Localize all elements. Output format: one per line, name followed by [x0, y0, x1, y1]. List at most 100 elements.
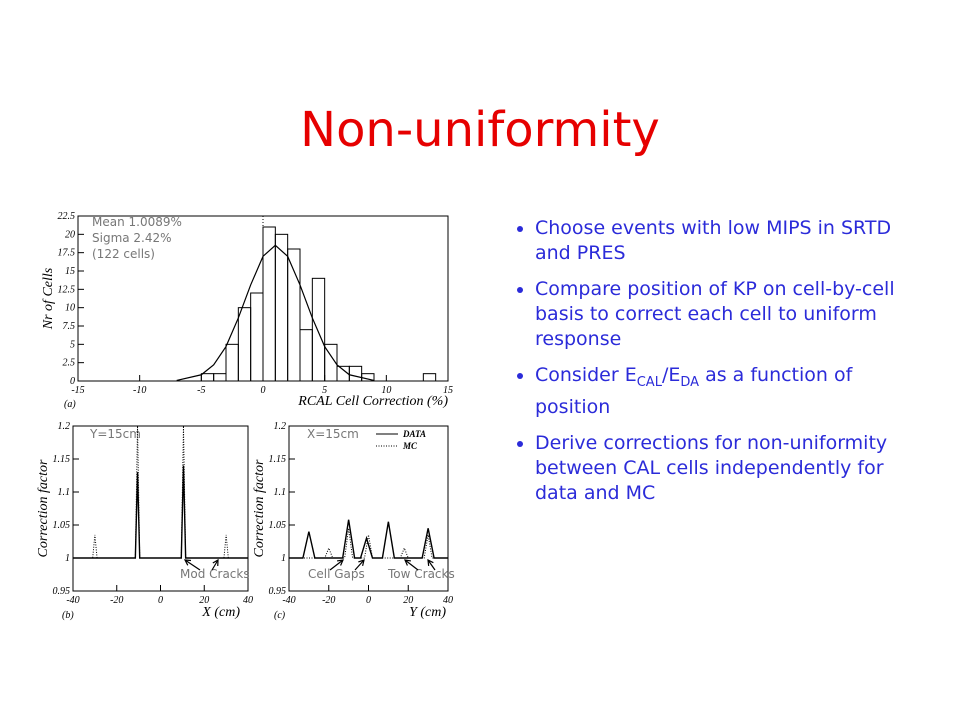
y-tick-label: 22.5 — [58, 211, 76, 222]
subscript: CAL — [636, 374, 662, 390]
y-tick-label: 10 — [65, 303, 75, 314]
arrow — [427, 559, 436, 571]
x-tick-label: 15 — [443, 385, 453, 396]
arrow-head — [183, 559, 192, 566]
arrow — [211, 559, 219, 571]
y-tick-label: 1.15 — [53, 454, 71, 465]
histogram-bar — [422, 373, 437, 382]
y-tick-label: 1 — [65, 553, 70, 564]
x-tick-label: -15 — [71, 385, 84, 396]
histogram-bar — [274, 233, 289, 382]
y-tick-label: 1.1 — [58, 487, 71, 498]
annotation: Mod Cracks — [180, 567, 250, 581]
histogram-bar — [250, 292, 264, 382]
arrow-head — [427, 558, 434, 567]
y-axis-label: Correction factor — [36, 459, 51, 557]
y-tick-label: 1.1 — [274, 487, 287, 498]
series-line — [73, 465, 248, 559]
histogram-bar — [299, 329, 313, 382]
arrow-head — [212, 558, 219, 567]
y-tick-label: 1.2 — [274, 421, 287, 432]
y-tick-label: 0.95 — [53, 586, 71, 597]
fit-curve — [176, 244, 375, 381]
x-tick-label: 20 — [403, 595, 413, 606]
annotation: Cell Gaps — [308, 567, 365, 581]
y-tick-label: 1 — [281, 553, 286, 564]
y-tick-label: 1.05 — [269, 520, 287, 531]
histogram-bar — [213, 373, 227, 382]
y-tick-label: 15 — [65, 266, 75, 277]
y-tick-label: 5 — [70, 339, 75, 350]
arrow-head — [336, 559, 344, 566]
y-tick-label: 2.5 — [63, 358, 76, 369]
x-tick-label: 40 — [243, 595, 253, 606]
x-tick-label: 20 — [199, 595, 209, 606]
annotation: (122 cells) — [92, 247, 155, 261]
text: /E — [661, 364, 681, 386]
annotation: Y=15cm — [89, 427, 141, 441]
x-tick-label: -40 — [66, 595, 79, 606]
legend-label: DATA — [402, 429, 426, 439]
y-tick-label: 0 — [70, 376, 75, 387]
x-axis-label: X (cm) — [201, 605, 240, 620]
arrow — [184, 559, 201, 571]
arrow-head — [404, 559, 412, 566]
x-axis-label: Y (cm) — [409, 605, 446, 620]
y-tick-label: 1.15 — [269, 454, 287, 465]
x-tick-label: -40 — [282, 595, 295, 606]
x-tick-label: 5 — [322, 385, 327, 396]
y-axis-label: Correction factor — [252, 459, 267, 557]
bullet: Choose events with low MIPS in SRTD and … — [535, 216, 915, 266]
x-tick-label: 40 — [443, 595, 453, 606]
x-tick-label: -20 — [322, 595, 335, 606]
bullet: Compare position of KP on cell-by-cell b… — [535, 277, 915, 352]
series-line — [73, 425, 248, 559]
subscript: DA — [680, 374, 700, 390]
panel-label: (c) — [274, 610, 286, 621]
y-tick-label: 1.2 — [58, 421, 71, 432]
arrow-head — [358, 559, 365, 566]
x-tick-label: -5 — [197, 385, 205, 396]
y-tick-label: 17.5 — [58, 248, 76, 259]
legend-label: MC — [402, 441, 418, 451]
annotation: X=15cm — [307, 427, 359, 441]
histogram-bar — [225, 343, 239, 382]
histogram-bar — [200, 373, 215, 382]
x-tick-label: -20 — [110, 595, 123, 606]
x-tick-label: 0 — [261, 385, 266, 396]
y-axis-label: Nr of Cells — [41, 267, 56, 330]
arrow — [404, 559, 419, 571]
histogram-bar — [311, 277, 326, 382]
y-tick-label: 1.05 — [53, 520, 71, 531]
x-axis-label: RCAL Cell Correction (%) — [297, 394, 448, 409]
arrow — [329, 559, 344, 571]
series-line — [289, 519, 448, 559]
x-tick-label: 0 — [158, 595, 163, 606]
annotation: Sigma 2.42% — [92, 231, 172, 245]
slide-title: Non-uniformity — [300, 102, 660, 158]
bullet-list: Choose events with low MIPS in SRTD and … — [505, 216, 915, 517]
y-tick-label: 12.5 — [58, 284, 76, 295]
annotation: Mean 1.0089% — [92, 215, 182, 229]
bullet: Derive corrections for non-uniformity be… — [535, 431, 915, 506]
histogram-bar — [287, 248, 301, 382]
x-tick-label: -10 — [133, 385, 146, 396]
panel-label: (b) — [62, 610, 74, 621]
histogram-bar — [348, 365, 363, 382]
y-tick-label: 0.95 — [269, 586, 287, 597]
y-tick-label: 7.5 — [63, 321, 76, 332]
bullet: Consider ECAL/EDA as a function of posit… — [535, 363, 915, 420]
arrow — [354, 559, 365, 571]
histogram-bar — [237, 307, 252, 382]
text: as a function of position — [535, 364, 853, 418]
x-tick-label: 10 — [381, 385, 391, 396]
annotation: Tow Cracks — [387, 567, 455, 581]
histogram-bar — [324, 343, 338, 382]
series-line — [289, 528, 448, 559]
x-tick-label: 0 — [366, 595, 371, 606]
panel-label: (a) — [64, 399, 76, 410]
text: Consider E — [535, 364, 637, 386]
y-tick-label: 20 — [65, 229, 75, 240]
